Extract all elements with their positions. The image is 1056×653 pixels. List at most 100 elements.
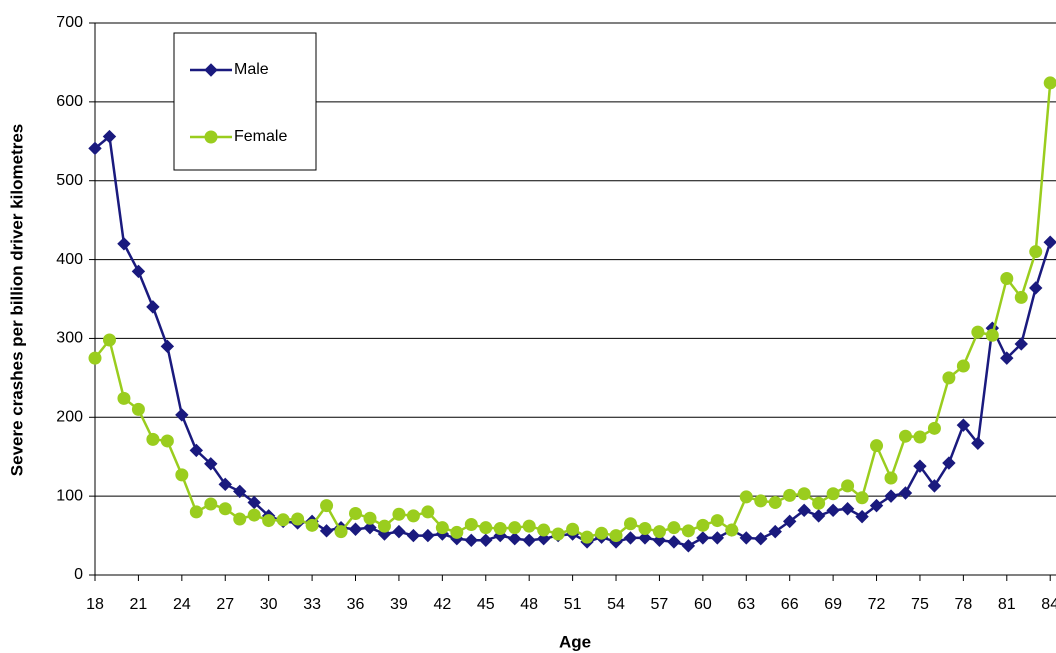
marker	[377, 527, 392, 541]
marker	[464, 518, 478, 532]
x-tick-label: 66	[781, 596, 799, 613]
marker	[233, 512, 247, 526]
marker	[754, 494, 768, 508]
marker	[247, 495, 261, 510]
x-tick-label: 27	[216, 596, 234, 613]
x-tick-label: 72	[868, 596, 886, 613]
x-tick-label: 54	[607, 596, 625, 613]
marker	[349, 506, 363, 520]
marker	[811, 509, 826, 523]
marker	[204, 497, 218, 511]
x-axis-title: Age	[559, 632, 591, 651]
marker	[1000, 351, 1014, 365]
marker	[435, 521, 449, 535]
marker	[131, 264, 146, 279]
marker	[725, 523, 739, 537]
marker	[855, 509, 869, 524]
marker	[377, 519, 391, 533]
marker	[262, 514, 276, 528]
marker	[782, 514, 797, 529]
marker	[971, 436, 985, 451]
marker	[131, 402, 145, 416]
x-tick-label: 18	[86, 596, 104, 613]
marker	[580, 530, 594, 544]
legend-label: Male	[234, 61, 269, 78]
marker	[537, 523, 551, 537]
marker	[985, 328, 999, 342]
marker	[334, 525, 348, 539]
marker	[884, 489, 898, 503]
x-tick-label: 48	[520, 596, 538, 613]
marker	[623, 531, 638, 545]
marker	[927, 479, 942, 493]
marker	[363, 511, 377, 525]
marker	[102, 333, 116, 347]
marker	[971, 325, 985, 339]
marker	[696, 518, 710, 532]
marker	[479, 533, 493, 548]
x-tick-label: 36	[347, 596, 365, 613]
y-tick-label: 0	[74, 566, 83, 583]
x-tick-label: 81	[998, 596, 1016, 613]
marker	[1029, 245, 1043, 259]
x-tick-label: 24	[173, 596, 191, 613]
marker	[768, 524, 782, 539]
marker	[623, 517, 637, 531]
x-tick-label: 63	[737, 596, 755, 613]
marker	[710, 531, 725, 545]
legend-label: Female	[234, 128, 287, 145]
x-tick-label: 75	[911, 596, 929, 613]
x-tick-label: 69	[824, 596, 842, 613]
marker	[609, 529, 623, 543]
marker	[117, 391, 131, 405]
marker	[1000, 271, 1014, 285]
x-tick-label: 33	[303, 596, 321, 613]
marker	[392, 524, 406, 539]
marker	[768, 495, 782, 509]
marker	[942, 371, 956, 385]
marker	[710, 514, 724, 528]
x-tick-label: 51	[564, 596, 582, 613]
marker	[898, 429, 912, 443]
marker	[1043, 76, 1056, 90]
marker	[189, 505, 203, 519]
y-axis-title: Severe crashes per billion driver kilome…	[7, 124, 26, 476]
y-tick-label: 700	[56, 14, 83, 31]
marker	[291, 512, 305, 526]
marker	[421, 528, 435, 543]
marker	[812, 496, 826, 510]
y-tick-label: 600	[56, 93, 83, 110]
x-tick-label: 57	[651, 596, 669, 613]
marker	[218, 477, 232, 492]
marker	[1014, 290, 1028, 304]
marker	[88, 141, 102, 156]
marker	[826, 503, 840, 518]
x-tick-label: 30	[260, 596, 278, 613]
marker	[493, 521, 507, 535]
x-tick-label: 45	[477, 596, 495, 613]
marker	[1043, 235, 1056, 249]
marker	[406, 528, 421, 543]
marker	[927, 421, 941, 435]
marker	[392, 507, 406, 521]
marker	[783, 488, 797, 502]
marker	[667, 535, 681, 549]
marker	[696, 531, 710, 545]
marker	[247, 508, 261, 522]
series-line	[94, 134, 1052, 548]
marker	[146, 300, 160, 314]
legend: Male Female	[173, 32, 317, 171]
marker	[88, 351, 102, 365]
y-tick-label: 500	[56, 172, 83, 189]
marker	[898, 486, 913, 500]
marker	[305, 518, 319, 532]
x-tick-label: 21	[130, 596, 148, 613]
marker	[319, 524, 334, 538]
marker	[566, 522, 580, 536]
marker	[175, 468, 189, 482]
marker	[348, 522, 363, 536]
marker	[276, 513, 290, 527]
plot	[88, 76, 1056, 553]
